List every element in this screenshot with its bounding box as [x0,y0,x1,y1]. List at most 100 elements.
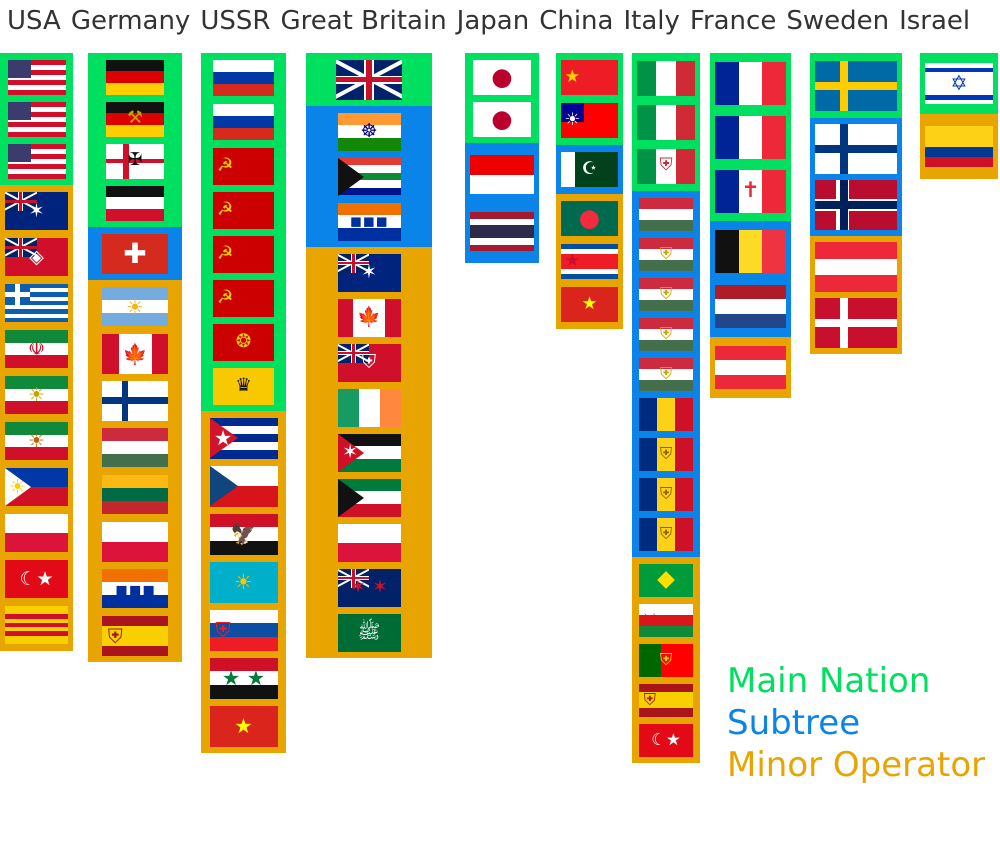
main-segment: ★ ☀ [556,53,623,145]
south-vietnam-flag-icon [5,606,68,644]
flag-slot [810,121,902,177]
usa-flag-icon [7,101,66,137]
flag-slot [88,471,182,518]
flag-slot: ☫ [0,326,73,372]
italy-flag-icon [637,60,695,96]
flag-slot: ✶ ✶ [306,565,432,610]
flag-slot: ☀ [201,558,286,606]
austria-flag-icon [715,346,786,389]
column-italy: ⛨ ⛨ ⛨ ⛨ ⛨ ⛨ ⛨ ⛨ ◆ ⚔ ⛨ ⛨ ☾★ [632,53,700,763]
flag-slot [810,295,902,351]
flag-slot [710,340,791,395]
flag-slot [88,56,182,98]
greece-flag-icon [5,284,68,322]
switzerland-flag-icon: ✚ [102,233,168,274]
iran-pahlavi-flag-icon: ☀ [5,376,68,414]
russian-empire-flag-icon: ♛ [213,367,274,405]
flag-slot: ☭ [201,188,286,232]
flag-slot [710,279,791,334]
main-segment: ✡ [920,53,998,114]
japan-flag-icon: ● [473,59,531,95]
flag-slot: ❂ [201,320,286,364]
canada-flag-icon: 🍁 [102,333,168,374]
flag-slot: 🍁 [88,330,182,377]
hungary-coat-flag-icon: ⛨ [639,357,693,391]
flag-slot: ☾★ [632,720,700,760]
china-flag-icon: ★ [561,60,618,95]
column-header-ussr: USSR [200,6,271,36]
flag-slot [632,194,700,234]
column-header-france: France [689,6,777,36]
column-great-britain: ☸ ▪▪▪ ✶ 🍁 ⛨ ✶ ✶ ✶ ﷺ [306,53,432,658]
subtree-segment: ✚ [88,227,182,280]
free-france-flag-icon: ✝ [715,169,786,213]
flag-slot: ▪▪▪ [306,199,432,244]
flag-slot: ⛨ [632,274,700,314]
india-flag-icon: ☸ [337,112,401,151]
flag-slot: ★ ★ [201,654,286,702]
flag-slot: ⛨ [632,474,700,514]
uk-flag-icon [336,59,402,100]
flag-slot [0,98,73,140]
flag-slot: ⛨ [632,234,700,274]
slovakia-flag-icon: ⛨ [209,609,278,651]
flag-slot: ⛨ [632,640,700,680]
flag-slot [0,510,73,556]
egypt-flag-icon: 🦅 [209,513,278,555]
main-segment: ✝ [710,53,791,221]
usa-flag-icon [7,59,66,95]
flag-slot [710,110,791,164]
flag-slot [201,100,286,144]
france-flag-icon [715,61,786,105]
flag-slot: ☀ [0,372,73,418]
france-flag-icon [715,115,786,159]
flag-slot [306,520,432,565]
flag-slot: ● [465,56,539,98]
main-segment [0,53,73,185]
philippines-flag-icon: ☀ [5,468,68,506]
flag-slot [306,56,432,103]
flag-slot: ✝ [710,164,791,218]
flag-slot [810,177,902,233]
flag-slot [810,56,902,115]
flag-slot [201,56,286,100]
south-africa-old-flag-icon: ▪▪▪ [337,202,401,241]
vietnam-flag-icon: ★ [561,287,618,322]
flag-slot: ✡ [920,56,998,111]
flag-slot: 🦅 [201,510,286,558]
subtree-segment [810,118,902,236]
minor-segment: ● ★ ★ [556,194,623,329]
flag-slot: ☭ [201,144,286,188]
flag-slot: ◈ [0,234,73,280]
column-sweden [810,53,902,354]
hungary-coat-flag-icon: ⛨ [639,277,693,311]
column-ussr: ☭ ☭ ☭ ☭ ❂ ♛ ★ 🦅 ☀ ⛨ ★ ★ ★ [201,53,286,753]
new-zealand-flag-icon: ✶ ✶ [337,568,401,607]
japan-flag-icon: ● [473,101,531,137]
east-germany-flag-icon: ⚒ [106,101,164,137]
netherlands-flag-icon [715,285,786,328]
norway-flag-icon [815,180,897,230]
subtree-segment [465,143,539,263]
iran-flag-icon: ☫ [5,330,68,368]
flag-slot: ☀ [0,418,73,464]
column-china: ★ ☀ ☪ ● ★ ★ [556,53,623,329]
flag-slot [710,56,791,110]
pakistan-flag-icon: ☪ [561,152,618,187]
ussr-flag-icon: ☭ [213,191,274,229]
hungary-flag-icon [639,197,693,231]
column-header-japan: Japan [456,6,530,36]
austria-flag-icon [815,242,897,292]
flag-slot: ⛨ [306,340,432,385]
oman-flag-icon: ⚔ [639,603,693,637]
flag-slot: ﷺ [306,610,432,655]
minor-segment [920,114,998,179]
flag-slot: ✶ [306,430,432,475]
thailand-flag-icon [470,212,534,251]
flag-slot: ☀ [556,99,623,142]
flag-slot: ★ [556,283,623,326]
saudi-arabia-flag-icon: ﷺ [337,613,401,652]
flag-slot [88,424,182,471]
flag-slot: ▪▪▪ [88,565,182,612]
hungary-coat-flag-icon: ⛨ [639,317,693,351]
